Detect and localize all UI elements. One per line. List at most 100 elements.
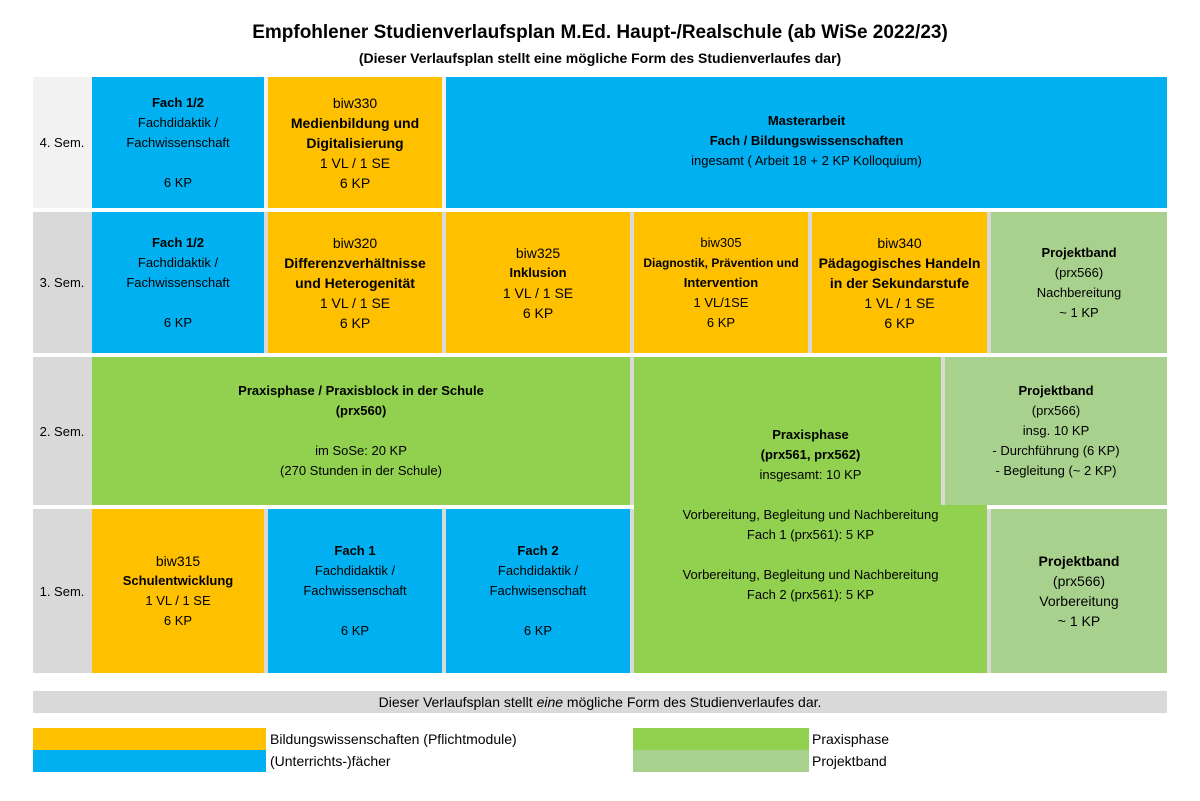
module-code: biw325 [515,244,561,261]
module-praxisphase [634,357,941,673]
module-title: Fach 2 [517,543,559,558]
module-biw305: biw305 Diagnostik, Prävention und Interv… [634,212,808,353]
module-code: biw305 [700,234,742,250]
module-projektband-sem3: Projektband (prx566) Nachbereitung ~ 1 K… [991,212,1167,353]
semester-label-2: 2. Sem. [39,423,85,439]
module-line: insgesamt: 10 KP [759,467,862,482]
module-type: 1 VL / 1 SE [864,294,935,311]
module-biw320: biw320 Differenzverhältnisse und Heterog… [268,212,442,353]
module-name: Medienbildung und [290,114,420,131]
module-fach1: Fach 1 Fachdidaktik / Fachwissenschaft 6… [268,509,442,673]
legend-label-fach: (Unterrichts-)fächer [270,753,391,769]
page-subtitle: (Dieser Verlaufsplan stellt eine möglich… [358,50,842,66]
page-title: Empfohlener Studienverlaufsplan M.Ed. Ha… [252,22,948,43]
module-kp: 6 KP [706,314,736,330]
module-line: Vorbereitung, Begleitung und Nachbereitu… [682,507,939,522]
module-kp: 6 KP [340,623,370,638]
module-code: biw330 [332,94,378,111]
module-type: 1 VL / 1 SE [502,284,574,301]
module-line: - Begleitung (~ 2 KP) [995,463,1117,478]
module-type: 1 VL / 1 SE [145,593,211,608]
legend-label-projekt: Projektband [812,753,887,769]
module-fach2: Fach 2 Fachdidaktik / Fachwisenschaft 6 … [446,509,630,673]
module-biw330: biw330 Medienbildung und Digitalisierung… [268,77,442,208]
module-line: Nachbereitung [1036,284,1122,300]
module-line: ingesamt ( Arbeit 18 + 2 KP Kolloquium) [691,153,922,168]
module-kp: 6 KP [163,314,193,330]
module-biw340: biw340 Pädagogisches Handeln in der Seku… [812,212,987,353]
module-line: Fachwissenschaft [303,583,407,598]
module-title: Fach 1/2 [151,234,205,250]
module-kp: 6 KP [163,613,193,628]
module-code: (prx560) [335,403,387,418]
module-code: (prx561, prx562) [760,447,861,462]
module-code: biw340 [877,234,922,251]
note-text-start: Dieser Verlaufsplan stellt [378,694,537,710]
module-name: Diagnostik, Prävention und [643,255,799,270]
module-line: Fachwissenschaft [126,134,230,150]
module-line: Vorbereitung [1039,593,1119,609]
module-fach-sem4: Fach 1/2 Fachdidaktik / Fachwissenschaft… [92,77,264,208]
note-bar: Dieser Verlaufsplan stellt eine mögliche… [33,691,1167,713]
module-title: Fach 1 [334,543,376,558]
legend-swatch-praxis [633,728,809,750]
module-name: in der Sekundarstufe [829,274,970,291]
module-line: Fachdidaktik / [137,114,219,130]
module-masterarbeit: Masterarbeit Fach / Bildungswissenschaft… [446,77,1167,208]
module-title: Projektband [1018,383,1094,398]
legend-label-praxis: Praxisphase [812,731,890,747]
module-line: Fachdidaktik / [314,563,396,578]
semester-label-4: 4. Sem. [39,135,85,150]
module-type: 1 VL/1SE [693,294,749,310]
module-praxisphase-text: Praxisphase (prx561, prx562) insgesamt: … [634,357,987,673]
module-name: Digitalisierung [306,134,404,151]
module-line: - Durchführung (6 KP) [992,443,1120,458]
module-praxisblock: Praxisphase / Praxisblock in der Schule … [92,357,630,505]
module-line: im SoSe: 20 KP [315,443,407,458]
module-subtitle: Fach / Bildungswissenschaften [709,133,904,148]
module-code: (prx566) [1054,264,1104,280]
legend-swatch-biw [33,728,266,750]
module-line: (270 Stunden in der Schule) [280,463,442,478]
module-line: Fach 1 (prx561): 5 KP [746,527,875,542]
module-type: 1 VL / 1 SE [319,294,391,311]
note-text-end: mögliche Form des Studienverlaufes dar. [563,694,822,710]
module-name: Inklusion [509,264,567,280]
module-line: Fachwisenschaft [489,583,587,598]
module-name: Differenzverhältnisse [284,254,426,271]
legend-swatch-fach [33,750,266,772]
module-title: Projektband [1041,244,1117,260]
module-fach-sem3: Fach 1/2 Fachdidaktik / Fachwissenschaft… [92,212,264,353]
module-code: (prx566) [1052,573,1106,589]
module-kp: ~ 1 KP [1059,304,1099,320]
module-kp: 6 KP [884,314,915,331]
module-line: Fachwissenschaft [126,274,230,290]
module-name: und Heterogenität [295,274,415,291]
semester-label-3: 3. Sem. [39,275,85,290]
legend-label-biw: Bildungswissenschaften (Pflichtmodule) [270,731,517,747]
module-biw325: biw325 Inklusion 1 VL / 1 SE 6 KP [446,212,630,353]
module-title: Praxisphase / Praxisblock in der Schule [238,383,484,398]
module-praxisphase-extension [941,505,987,673]
module-kp: 6 KP [523,623,553,638]
module-code: biw320 [332,234,378,251]
module-kp: 6 KP [522,304,554,321]
module-line: Vorbereitung, Begleitung und Nachbereitu… [682,567,939,582]
module-kp: 6 KP [163,174,193,190]
module-projektband-sem2: Projektband (prx566) insg. 10 KP - Durch… [945,357,1167,505]
module-line: insg. 10 KP [1022,423,1090,438]
module-name: Intervention [683,274,759,290]
module-name: Schulentwicklung [122,573,234,588]
module-kp: 6 KP [339,174,371,191]
module-title: Masterarbeit [767,113,846,128]
legend-swatch-projekt [633,750,809,772]
module-title: Fach 1/2 [151,94,205,110]
note-text-emphasis: eine [536,694,564,710]
module-code: biw315 [155,553,201,569]
module-code: (prx566) [1031,403,1081,418]
semester-label-1: 1. Sem. [39,583,85,599]
module-title: Projektband [1038,553,1120,569]
module-projektband-sem1: Projektband (prx566) Vorbereitung ~ 1 KP [991,509,1167,673]
module-kp: ~ 1 KP [1057,613,1101,629]
module-name: Pädagogisches Handeln [818,254,981,271]
